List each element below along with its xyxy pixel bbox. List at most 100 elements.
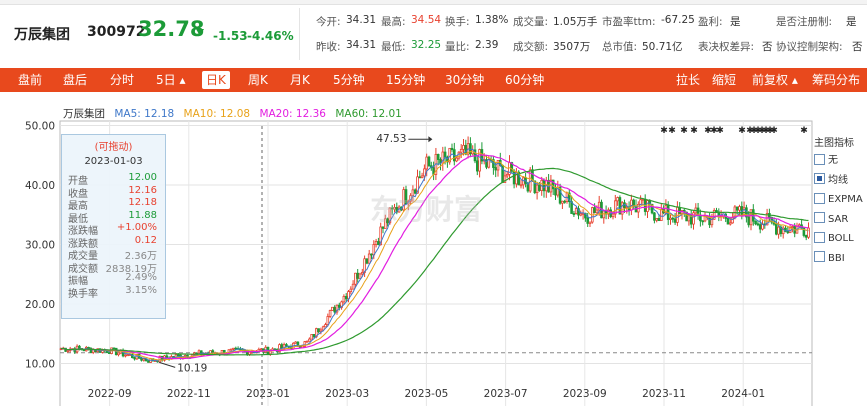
candle-body — [420, 175, 424, 178]
candle-body — [308, 338, 311, 342]
tab-5min[interactable]: 5分钟 — [333, 73, 365, 87]
candle-body — [758, 224, 762, 230]
checkbox-icon[interactable] — [814, 212, 825, 223]
candle-body — [317, 328, 320, 333]
chip-distribution-button[interactable]: 筹码分布 — [812, 73, 861, 87]
tab-weekly-k[interactable]: 周K — [248, 73, 268, 87]
indicator-option-label: BOLL — [828, 233, 854, 244]
tab-intraday[interactable]: 分时 — [110, 73, 135, 87]
candle-body — [533, 180, 537, 194]
candle-body — [692, 212, 695, 225]
tab-60min[interactable]: 60分钟 — [505, 73, 545, 87]
candle-body — [133, 357, 136, 360]
candle-body — [140, 357, 143, 361]
x-tick-label: 2023-09 — [563, 388, 607, 400]
tooltip-row: 涨跌幅 +1.00% — [62, 222, 165, 237]
stock-header: 万辰集团 300972 32.78 -1.53 -4.46% 今开: 34.31… — [0, 0, 867, 68]
tooltip-row-label: 涨跌额 — [68, 238, 98, 250]
candle-body — [522, 177, 525, 186]
tooltip-row: 收盘 12.16 — [62, 185, 165, 200]
candle-body — [87, 346, 90, 349]
tooltip-row-label: 涨跌幅 — [68, 226, 98, 237]
indicator-option[interactable]: BOLL — [814, 231, 867, 252]
candle-body — [558, 186, 562, 204]
candle-body — [310, 334, 313, 340]
candle-body — [365, 258, 369, 264]
indicator-panel-title: 主图指标 — [814, 138, 854, 149]
quote-label: 表决权差异: — [698, 41, 755, 53]
tab-monthly-k[interactable]: 月K — [290, 73, 310, 87]
candle-body — [418, 176, 422, 179]
quote-label: 盈利: — [698, 16, 723, 28]
checkbox-icon[interactable] — [814, 251, 825, 262]
candle-body — [747, 216, 750, 226]
candle-tooltip[interactable]: (可拖动) 2023-01-03 开盘 12.00 收盘 12.16 最高 12.18 最低… — [61, 134, 166, 319]
candle-body — [439, 159, 442, 164]
y-tick-label: 50.00 — [25, 121, 55, 133]
indicator-option-label: SAR — [828, 213, 849, 225]
candle-body — [494, 167, 497, 171]
tab-5day[interactable]: 5日 ▴ — [156, 73, 186, 87]
candle-body — [738, 206, 741, 211]
candle-body — [443, 151, 447, 158]
event-markers: ✱ ✱ ✱ ✱ ✱✱✱ ✱ ✱✱✱✱✱✱✱ ✱ — [660, 126, 808, 136]
checkbox-icon[interactable] — [814, 231, 825, 243]
candle-body — [616, 197, 619, 202]
high-marker-arrow-icon — [428, 136, 433, 143]
kline-chart[interactable]: 50.00 40.00 30.00 20.00 10.00 2022-09 2022-11… — [0, 92, 867, 406]
candle-body — [775, 223, 778, 235]
candle-body — [496, 159, 500, 171]
candle-body — [593, 207, 596, 214]
candle-body — [354, 272, 357, 285]
tab-15min[interactable]: 15分钟 — [386, 73, 426, 87]
indicator-option[interactable]: BBI — [814, 251, 867, 272]
stretch-button[interactable]: 拉长 — [676, 73, 701, 87]
event-star-icon: ✱ — [766, 126, 774, 136]
quote-value: 否 — [762, 41, 773, 53]
event-star-icon: ✱ — [680, 126, 688, 136]
candle-body — [731, 217, 734, 224]
checkbox-icon[interactable] — [814, 173, 825, 184]
checkbox-icon[interactable] — [814, 153, 825, 165]
tab-premarket[interactable]: 盘前 — [18, 73, 43, 87]
candle-body — [425, 156, 428, 170]
candle-body — [229, 348, 233, 351]
legend-ma20: MA20: 12.36 — [259, 108, 326, 120]
candle-body — [158, 355, 162, 363]
tooltip-row-value: 12.18 — [128, 197, 157, 208]
candle-body — [117, 352, 120, 356]
tooltip-row-label: 收盘 — [68, 188, 88, 200]
legend-stock-name: 万辰集团 — [63, 108, 105, 120]
tab-afterhours[interactable]: 盘后 — [63, 73, 88, 87]
indicator-option[interactable]: 无 — [814, 153, 867, 174]
candle-body — [807, 227, 810, 238]
quote-value: 1.38% — [475, 14, 509, 26]
indicator-option[interactable]: 均线 — [814, 173, 867, 194]
forward-adjust-dropdown[interactable]: 前复权 ▴ — [752, 73, 798, 87]
candle-body — [303, 341, 307, 347]
event-star-icon: ✱ — [668, 126, 676, 136]
candle-body — [280, 344, 284, 349]
candle-body — [342, 296, 346, 303]
event-star-icon: ✱ — [704, 126, 712, 136]
candle-body — [324, 324, 327, 328]
quote-value: 是 — [846, 16, 857, 28]
indicator-panel: 主图指标 无均线 EXPMA SAR BOLL BBI — [814, 134, 867, 274]
indicator-option[interactable]: SAR — [814, 212, 867, 233]
tooltip-row: 开盘 12.00 — [62, 172, 165, 187]
checkbox-icon[interactable] — [814, 192, 825, 204]
tooltip-row: 换手率 3.15% — [62, 285, 165, 300]
shrink-button[interactable]: 缩短 — [712, 73, 737, 87]
indicator-option[interactable]: EXPMA — [814, 192, 867, 213]
candle-body — [321, 326, 325, 331]
candle-body — [462, 144, 465, 150]
y-tick-label: 40.00 — [25, 180, 55, 192]
tab-daily-k[interactable]: 日K — [202, 71, 230, 89]
candle-body — [388, 207, 392, 224]
indicator-option-label: BBI — [828, 252, 845, 264]
tooltip-row-label: 成交额 — [68, 263, 98, 275]
tab-30min[interactable]: 30分钟 — [445, 73, 485, 87]
x-tick-label: 2023-01 — [246, 388, 290, 400]
candle-body — [685, 211, 688, 222]
candle-body — [538, 184, 541, 191]
